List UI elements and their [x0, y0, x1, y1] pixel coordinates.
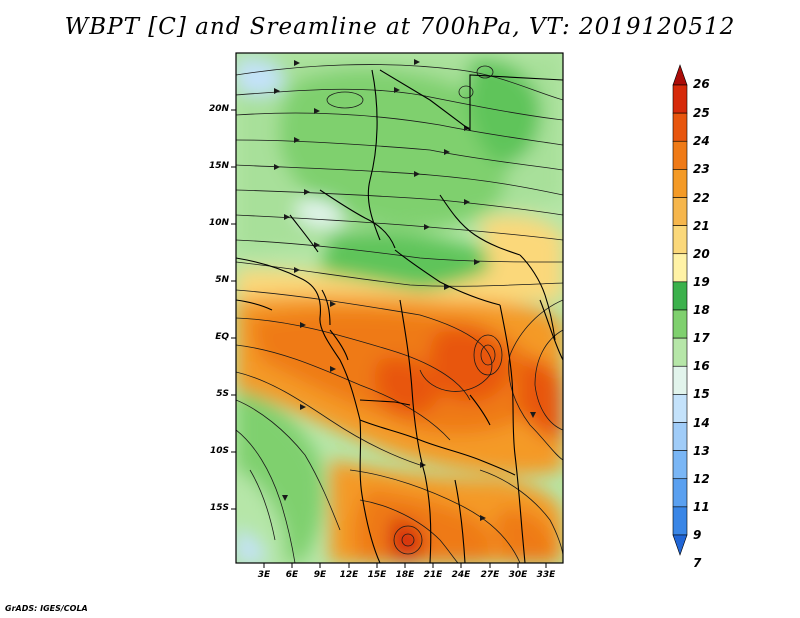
colorbar-label: 21	[693, 218, 710, 233]
lon-label-27e: 27E	[480, 570, 500, 580]
lat-label-5n: 5N	[215, 275, 229, 285]
lat-label-20n: 20N	[208, 104, 229, 114]
colorbar-label: 9	[693, 528, 702, 542]
colorbar-swatch	[672, 197, 688, 226]
lon-label-30e: 30E	[508, 570, 528, 580]
lon-ticks	[263, 563, 547, 568]
colorbar-label: 24	[693, 134, 710, 149]
colorbar-label: 20	[693, 246, 710, 261]
wbpt-field	[236, 53, 563, 563]
colorbar-swatch	[672, 506, 688, 536]
colorbar-label: 22	[693, 190, 710, 205]
colorbar-swatch	[672, 365, 688, 395]
lat-ticks	[231, 109, 236, 510]
grads-credit: GrADS: IGES/COLA	[5, 604, 88, 613]
lon-label-12e: 12E	[339, 570, 359, 580]
colorbar-swatch	[672, 253, 688, 283]
colorbar-top-arrow	[672, 64, 688, 86]
colorbar-swatch	[672, 394, 688, 423]
colorbar-swatch	[672, 225, 688, 255]
colorbar-swatch	[672, 112, 688, 142]
lon-label-9e: 9E	[313, 570, 327, 580]
lon-label-18e: 18E	[395, 570, 415, 580]
lon-label-3e: 3E	[257, 570, 271, 580]
streamlines	[236, 64, 563, 563]
colorbar-label: 16	[693, 359, 710, 374]
colorbar-label: 25	[693, 106, 710, 121]
colorbar-swatch	[672, 309, 688, 339]
country-borders	[236, 69, 563, 563]
map-frame	[235, 52, 564, 564]
lon-label-21e: 21E	[423, 570, 443, 580]
colorbar-label: 19	[693, 274, 710, 289]
lat-label-15n: 15N	[208, 161, 229, 171]
colorbar-label: 18	[693, 303, 710, 317]
lon-label-6e: 6E	[285, 570, 299, 580]
colorbar-label: 11	[693, 499, 710, 514]
colorbar-label: 15	[693, 387, 710, 402]
colorbar-label: 17	[693, 331, 710, 346]
colorbar	[672, 64, 688, 556]
lat-label-10n: 10N	[208, 218, 229, 228]
colorbar-swatch	[672, 169, 688, 198]
lon-label-15e: 15E	[367, 570, 387, 580]
colorbar-swatch	[672, 450, 688, 480]
lat-label-10s: 10S	[209, 446, 229, 456]
colorbar-swatch	[672, 84, 688, 114]
colorbar-swatch	[672, 140, 688, 170]
colorbar-label: 12	[693, 471, 710, 486]
colorbar-label: 26	[693, 77, 710, 91]
colorbar-swatch	[672, 281, 688, 311]
colorbar-swatch	[672, 422, 688, 451]
map-title: WBPT [C] and Sreamline at 700hPa, VT: 20…	[64, 14, 736, 40]
colorbar-label: 23	[693, 162, 710, 177]
colorbar-label: 14	[693, 415, 710, 430]
colorbar-swatch	[672, 478, 688, 508]
lon-label-24e: 24E	[451, 570, 471, 580]
colorbar-swatch	[672, 337, 688, 367]
colorbar-bottom-arrow	[672, 534, 688, 556]
colorbar-label: 13	[693, 443, 710, 458]
lat-label-15s: 15S	[209, 503, 229, 513]
lon-label-33e: 33E	[536, 570, 556, 580]
colorbar-label: 7	[693, 556, 702, 571]
lat-label-eq: EQ	[215, 332, 229, 342]
lat-label-5s: 5S	[216, 389, 229, 399]
